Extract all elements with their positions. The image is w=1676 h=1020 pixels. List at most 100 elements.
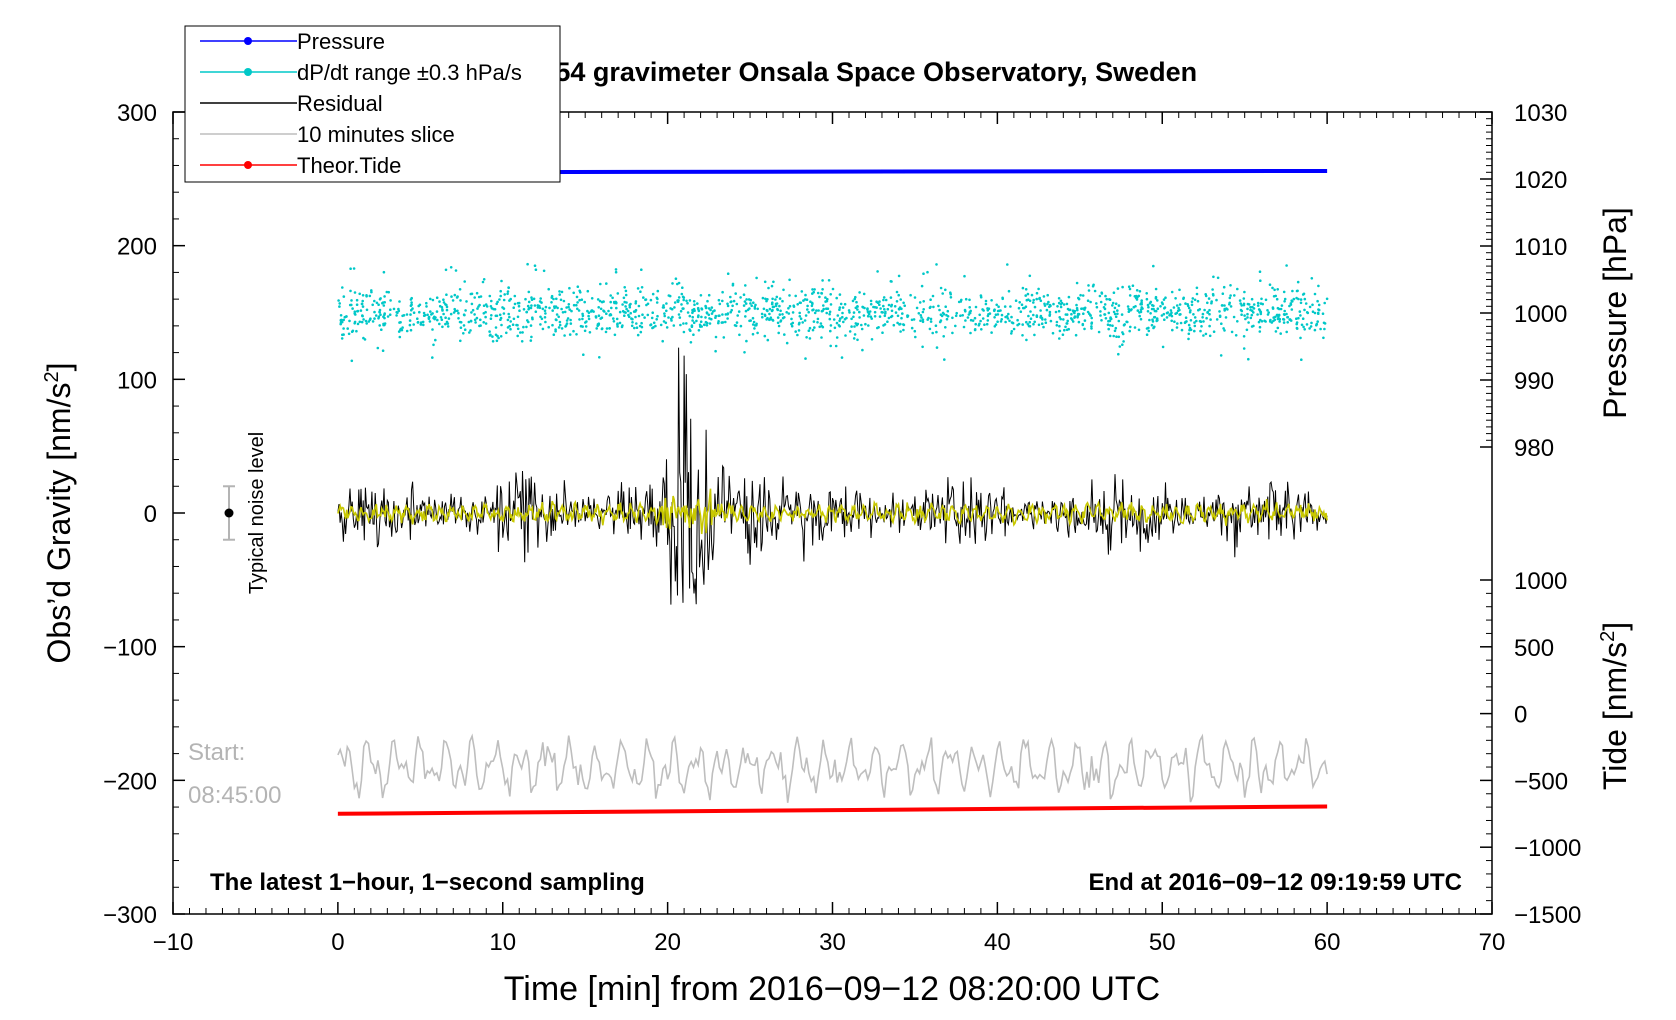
dpdt-point bbox=[1003, 305, 1007, 308]
dpdt-point bbox=[1163, 307, 1166, 310]
dpdt-point bbox=[944, 288, 947, 292]
dpdt-point bbox=[1103, 303, 1107, 306]
dpdt-point bbox=[1056, 305, 1059, 308]
dpdt-point bbox=[1088, 312, 1091, 316]
dpdt-point bbox=[993, 316, 996, 319]
dpdt-point bbox=[594, 315, 598, 318]
dpdt-point bbox=[1246, 316, 1249, 319]
dpdt-point bbox=[1191, 297, 1195, 300]
dpdt-point bbox=[968, 306, 971, 309]
dpdt-point bbox=[418, 310, 421, 314]
dpdt-point bbox=[1290, 308, 1294, 311]
dpdt-point bbox=[650, 316, 654, 320]
dpdt-point bbox=[816, 291, 820, 295]
dpdt-point bbox=[1182, 297, 1185, 301]
dpdt-point bbox=[1054, 310, 1058, 314]
dpdt-point bbox=[751, 332, 755, 336]
dpdt-point bbox=[1059, 303, 1063, 306]
dpdt-point bbox=[887, 316, 891, 320]
dpdt-point bbox=[707, 313, 711, 317]
dpdt-point bbox=[371, 303, 375, 307]
dpdt-point bbox=[1103, 307, 1107, 311]
dpdt-point bbox=[886, 320, 889, 324]
dpdt-point bbox=[1305, 323, 1309, 326]
dpdt-point bbox=[665, 309, 668, 313]
dpdt-point bbox=[1202, 320, 1205, 323]
dpdt-point bbox=[398, 321, 401, 324]
dpdt-point bbox=[1222, 327, 1225, 330]
dpdt-point bbox=[1299, 298, 1303, 301]
dpdt-point bbox=[1017, 322, 1021, 326]
dpdt-point bbox=[1208, 324, 1211, 328]
dpdt-point bbox=[921, 345, 924, 349]
dpdt-point bbox=[1100, 319, 1103, 322]
dpdt-point bbox=[892, 323, 896, 327]
dpdt-point bbox=[743, 300, 747, 303]
dpdt-point bbox=[531, 316, 534, 320]
dpdt-point bbox=[804, 357, 807, 360]
dpdt-point bbox=[636, 287, 640, 290]
dpdt-point bbox=[1052, 302, 1055, 306]
legend-label: dP/dt range ±0.3 hPa/s bbox=[297, 60, 522, 85]
dpdt-point bbox=[343, 315, 347, 319]
dpdt-point bbox=[1087, 289, 1091, 292]
dpdt-point bbox=[365, 294, 368, 297]
dpdt-point bbox=[1117, 304, 1121, 307]
dpdt-point bbox=[750, 304, 753, 308]
dpdt-point bbox=[581, 317, 584, 321]
dpdt-point bbox=[1274, 294, 1277, 298]
dpdt-point bbox=[873, 310, 877, 314]
dpdt-point bbox=[1173, 320, 1176, 324]
dpdt-point bbox=[520, 340, 524, 343]
dpdt-point bbox=[760, 312, 764, 316]
dpdt-point bbox=[551, 323, 554, 327]
pressure-tick-label: 1000 bbox=[1514, 301, 1567, 328]
dpdt-point bbox=[538, 300, 542, 303]
dpdt-point bbox=[833, 326, 837, 330]
dpdt-point bbox=[1097, 330, 1101, 334]
dpdt-point bbox=[1140, 299, 1143, 302]
dpdt-point bbox=[500, 279, 503, 283]
dpdt-point bbox=[1195, 319, 1198, 323]
dpdt-point bbox=[1258, 270, 1262, 274]
dpdt-point bbox=[663, 312, 666, 315]
dpdt-point bbox=[704, 316, 707, 319]
dpdt-point bbox=[848, 311, 851, 314]
dpdt-point bbox=[373, 310, 376, 314]
dpdt-point bbox=[1259, 310, 1262, 314]
dpdt-point bbox=[378, 310, 381, 314]
dpdt-point bbox=[570, 309, 573, 313]
dpdt-point bbox=[624, 289, 628, 293]
dpdt-point bbox=[910, 326, 914, 330]
dpdt-point bbox=[955, 311, 958, 315]
dpdt-point bbox=[1099, 314, 1102, 317]
dpdt-point bbox=[1030, 293, 1034, 297]
dpdt-point bbox=[957, 300, 961, 304]
dpdt-point bbox=[1040, 322, 1044, 326]
dpdt-point bbox=[695, 319, 698, 323]
dpdt-point bbox=[878, 303, 881, 307]
dpdt-point bbox=[1055, 324, 1059, 327]
dpdt-point bbox=[878, 315, 882, 318]
dpdt-point bbox=[837, 324, 841, 327]
dpdt-point bbox=[1206, 301, 1209, 305]
dpdt-point bbox=[512, 306, 515, 310]
dpdt-point bbox=[1095, 302, 1098, 305]
dpdt-point bbox=[624, 305, 627, 308]
dpdt-point bbox=[717, 298, 721, 302]
dpdt-point bbox=[511, 323, 515, 327]
dpdt-point bbox=[738, 333, 741, 337]
dpdt-point bbox=[1081, 322, 1085, 326]
dpdt-point bbox=[555, 313, 559, 316]
dpdt-point bbox=[806, 304, 809, 308]
dpdt-point bbox=[350, 359, 354, 363]
dpdt-point bbox=[639, 290, 642, 294]
slice-line bbox=[337, 733, 1328, 803]
dpdt-point bbox=[834, 344, 838, 348]
dpdt-point bbox=[811, 308, 814, 312]
dpdt-point bbox=[599, 317, 602, 320]
dpdt-point bbox=[861, 305, 864, 309]
dpdt-point bbox=[676, 300, 680, 304]
dpdt-point bbox=[622, 296, 626, 300]
dpdt-point bbox=[935, 330, 938, 334]
